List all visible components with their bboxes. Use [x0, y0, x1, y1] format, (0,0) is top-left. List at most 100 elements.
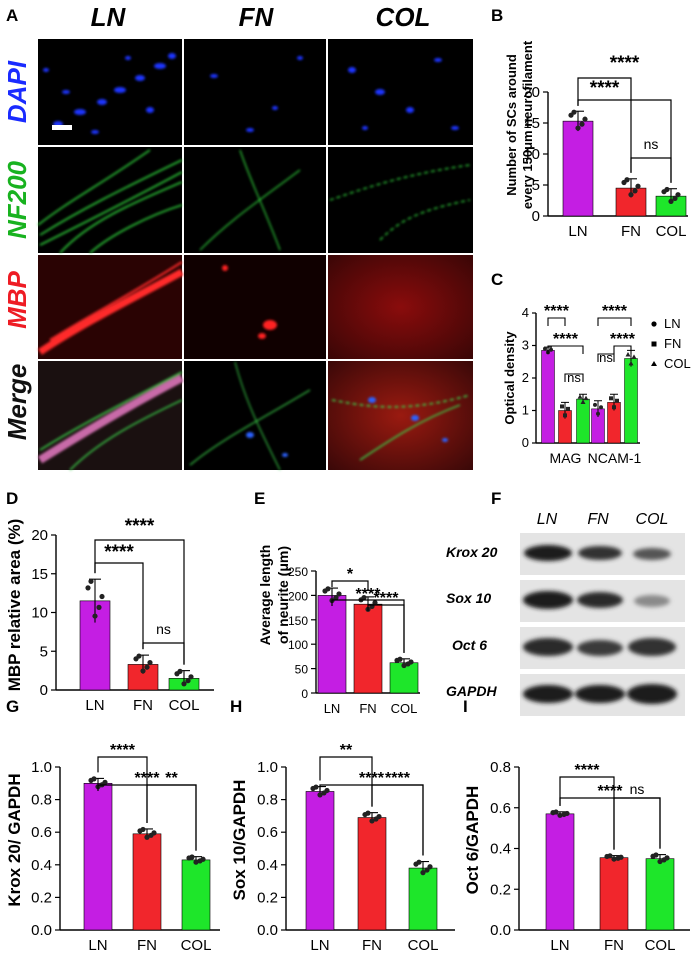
chart-h-point-col-1: [420, 870, 426, 876]
chart-g-point-fn-1: [144, 834, 150, 840]
panel-c-label: C: [491, 270, 503, 289]
chart-e-bracket-0: [331, 580, 369, 591]
panel-b-ylabel-line1: Number of SCs around: [504, 54, 519, 196]
micrograph-nf200-col: [328, 147, 473, 253]
panel-b-ylabel-line2: every 150μm neurofilament: [520, 40, 535, 209]
chart-d-point-col-3: [177, 668, 183, 675]
chart-b-point-col-4: [672, 195, 678, 201]
chart-d-xtick-ln: LN: [85, 697, 104, 714]
chart-d-point-col-1: [181, 681, 187, 687]
micrograph-merge-ln: [37, 361, 184, 471]
chart-d-point-ln-2: [99, 593, 105, 600]
chart-c-point-ncam-1-fn-2: [615, 398, 619, 403]
chart-g-ytick-label-1: 0.2: [31, 889, 52, 906]
chart-b-ytick-label-3: 15: [523, 115, 540, 132]
chart-d-ytick-label-0: 0: [40, 682, 48, 699]
chart-h-bar-ln: [305, 791, 335, 931]
chart-h-ytick-label-4: 0.8: [257, 792, 278, 809]
chart-c-bracket-2: [564, 373, 584, 382]
chart-h-bracket-0: [319, 756, 373, 807]
chart-e-bracket-2: [367, 604, 405, 653]
chart-i-point-col-1: [657, 858, 663, 865]
chart-h-point-fn-3: [365, 810, 371, 816]
chart-h-point-fn-4: [373, 816, 379, 822]
chart-i-ytick-label-4: 0.8: [490, 759, 511, 776]
chart-i-bracket-2: [613, 797, 661, 850]
chart-d-point-ln-3: [88, 578, 94, 584]
chart-i-bar-ln: [545, 813, 575, 931]
chart-c-bracket-1: [547, 345, 584, 354]
chart-e-xtick-ln: LN: [324, 701, 341, 716]
chart-g-ytick-label-3: 0.6: [31, 824, 52, 841]
chart-b-xtick-ln: LN: [568, 223, 587, 240]
chart-h-sig-2: ****: [385, 770, 411, 787]
chart-g-bracket-2: [146, 784, 197, 851]
chart-c-sig-3: ns: [599, 350, 613, 365]
chart-e-ytick-label-3: 150: [288, 614, 308, 628]
chart-h-ytick-label-3: 0.6: [257, 824, 278, 841]
chart-c-point-mag-col-0: [577, 394, 583, 399]
chart-c-sig-4: ****: [602, 303, 628, 320]
chart-c-legend-marker-ln: [651, 321, 657, 327]
chart-g-ytick-label-0: 0.0: [31, 922, 52, 939]
chart-c-bar-mag-col: [576, 398, 590, 444]
chart-i-point-col-3: [653, 852, 659, 858]
chart-c-point-mag-fn-2: [566, 406, 570, 411]
row-label-nf200: NF200: [2, 160, 32, 239]
chart-g-point-col-4: [197, 858, 203, 864]
blot-label-sox10: Sox 10: [446, 590, 491, 606]
chart-c-ytick-label-0: 0: [522, 435, 529, 450]
chart-b-point-col-3: [664, 186, 670, 193]
chart-g-bar-ln: [83, 782, 113, 931]
column-header-fn: FN: [239, 2, 275, 32]
chart-d-point-ln-0: [85, 585, 91, 591]
chart-c: 0 1 2 3 4 MAG NCAM-1 **** **** ns ns **** **** LN FN CO…: [522, 303, 691, 466]
chart-g-point-fn-3: [140, 826, 146, 833]
band-krox20-col: [633, 548, 671, 560]
chart-d-point-fn-3: [136, 653, 142, 659]
chart-h-sig-0: **: [340, 742, 353, 759]
chart-d-point-col-4: [185, 678, 191, 684]
band-gapdh-fn: [575, 685, 625, 703]
micrograph-nf200-fn: [184, 147, 326, 253]
chart-c-xtick-mag: MAG: [550, 450, 582, 466]
chart-g-point-col-3: [189, 854, 195, 860]
chart-c-bar-ncam-1-col: [624, 358, 638, 444]
chart-c-point-ncam-1-col-0: [625, 351, 631, 357]
chart-b-point-fn-1: [628, 192, 634, 198]
chart-c-sig-0: ****: [544, 303, 570, 320]
chart-i-point-ln-1: [557, 812, 563, 818]
chart-e-xtick-fn: FN: [359, 701, 376, 716]
chart-g-bar-fn: [132, 833, 162, 931]
chart-d-ytick-label-2: 10: [31, 605, 48, 622]
chart-c-xtick-ncam-1: NCAM-1: [588, 450, 642, 466]
chart-i-ytick-label-1: 0.2: [490, 881, 511, 898]
chart-c-point-ncam-1-fn-1: [612, 405, 616, 410]
panel-h-label: H: [230, 697, 242, 716]
chart-c-point-mag-ln-2: [549, 347, 553, 352]
panel-e-ylabel-line1: Average length: [257, 545, 273, 646]
chart-b-point-ln-2: [582, 116, 588, 122]
panel-a-label: A: [6, 6, 18, 25]
chart-b-point-fn-2: [635, 183, 641, 189]
panel-h-ylabel: Sox 10/GAPDH: [230, 780, 249, 901]
chart-i-sig-2: ns: [630, 781, 645, 797]
band-krox20-fn: [578, 546, 622, 560]
chart-e-point-ln-4: [333, 594, 339, 601]
chart-i-point-fn-4: [615, 855, 621, 861]
chart-h-ytick-label-1: 0.2: [257, 889, 278, 906]
chart-d-ytick-label-3: 15: [31, 566, 48, 583]
panel-c-ylabel: Optical density: [502, 331, 517, 425]
chart-b-ytick-label-2: 10: [523, 146, 540, 163]
chart-d-bracket-1: [94, 539, 185, 665]
band-sox10-fn: [577, 592, 623, 608]
chart-b-bar-ln: [562, 120, 594, 217]
chart-h-point-col-4: [424, 867, 430, 873]
blot-label-gapdh: GAPDH: [446, 683, 497, 699]
chart-e-ytick-label-4: 200: [288, 589, 308, 603]
chart-g-point-fn-4: [148, 832, 154, 838]
chart-c-ytick-label-1: 1: [522, 403, 529, 418]
panel-f-label: F: [491, 489, 501, 508]
